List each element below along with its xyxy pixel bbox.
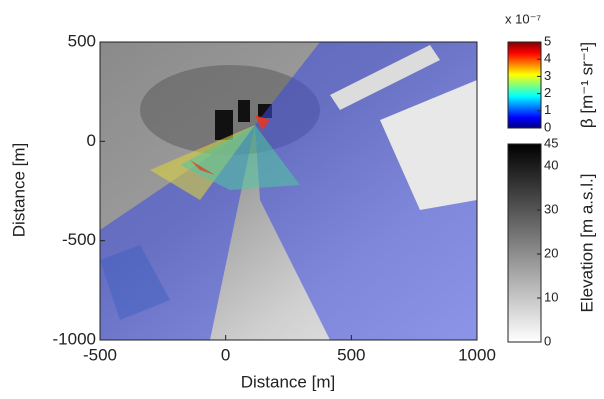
y-tick-label: -1000 [53, 329, 96, 348]
y-tick-label: -500 [62, 230, 96, 249]
x-tick-label: 500 [337, 345, 365, 364]
colorbar-tick-label: 4 [544, 51, 551, 66]
map-image [100, 42, 477, 340]
x-tick-label: 0 [221, 345, 230, 364]
colorbar-tick-label: 10 [544, 289, 558, 304]
colorbar-tick-label: 1 [544, 102, 551, 117]
figure: Distance [m] Distance [m] x 10⁻⁷ -500050… [0, 0, 604, 399]
colorbar-tick-label: 3 [544, 68, 551, 83]
y-axis-label: Distance [m] [9, 143, 28, 237]
colorbar-tick-label: 2 [544, 85, 551, 100]
colorbar-tick-label: 20 [544, 245, 558, 260]
colorbar [508, 42, 541, 128]
colorbar-tick-label: 0 [544, 333, 551, 348]
colorbar-tick-label: 30 [544, 201, 558, 216]
x-axis-label: Distance [m] [241, 372, 335, 391]
colorbar-tick-label: 40 [544, 157, 558, 172]
colorbar-multiplier: x 10⁻⁷ [505, 11, 541, 26]
colorbar-label: Elevation [m a.s.l.] [577, 174, 596, 313]
colorbar [508, 144, 541, 342]
y-tick-label: 500 [68, 31, 96, 50]
colorbar-label: β [m⁻¹ sr⁻¹] [577, 42, 596, 128]
colorbar-tick-label: 45 [544, 135, 558, 150]
colorbar-tick-label: 0 [544, 119, 551, 134]
colorbar-tick-label: 5 [544, 33, 551, 48]
y-tick-label: 0 [87, 131, 96, 150]
x-tick-label: 1000 [458, 345, 496, 364]
